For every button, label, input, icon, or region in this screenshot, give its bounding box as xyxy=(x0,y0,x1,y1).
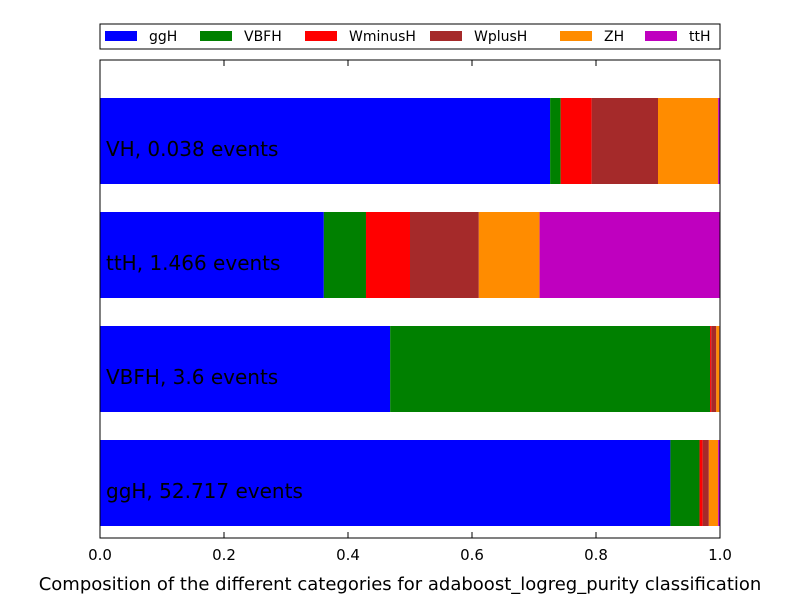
x-tick-label-0: 0.0 xyxy=(88,546,112,564)
category-label-0: ggH, 52.717 events xyxy=(106,479,303,503)
legend-label-tth: ttH xyxy=(689,29,711,45)
bar-wminush-2 xyxy=(365,212,410,298)
bar-wminush-0 xyxy=(699,440,703,526)
bar-ggh-3 xyxy=(100,98,551,184)
bar-wplush-0 xyxy=(702,440,709,526)
legend-swatch-tth xyxy=(645,31,677,41)
bar-vbfh-1 xyxy=(390,326,711,412)
category-label-3: VH, 0.038 events xyxy=(106,137,278,161)
legend-swatch-wplush xyxy=(430,31,462,41)
category-label-1: VBFH, 3.6 events xyxy=(106,365,278,389)
legend-swatch-ggh xyxy=(105,31,137,41)
bars-group xyxy=(100,98,720,526)
x-tick-label-2: 0.4 xyxy=(336,546,360,564)
bar-vbfh-3 xyxy=(550,98,561,184)
x-axis-label: Composition of the different categories … xyxy=(39,574,762,595)
x-tick-label-4: 0.8 xyxy=(584,546,608,564)
bar-ggh-0 xyxy=(100,440,671,526)
bar-wplush-2 xyxy=(410,212,479,298)
bar-vbfh-0 xyxy=(670,440,700,526)
legend: ggH VBFH WminusH WplusH ZH ttH xyxy=(99,23,721,50)
bar-ggh-1 xyxy=(100,326,391,412)
bar-zh-3 xyxy=(658,98,719,184)
category-labels-group: ggH, 52.717 events VBFH, 3.6 events ttH, 1… xyxy=(106,137,303,503)
bar-wminush-3 xyxy=(560,98,592,184)
legend-label-vbfh: VBFH xyxy=(244,29,282,45)
category-label-2: ttH, 1.466 events xyxy=(106,251,280,275)
bar-vbfh-2 xyxy=(323,212,366,298)
bar-zh-0 xyxy=(708,440,719,526)
bar-zh-1 xyxy=(716,326,720,412)
legend-label-wminush: WminusH xyxy=(349,29,416,45)
legend-label-ggh: ggH xyxy=(149,29,177,45)
x-tick-label-3: 0.6 xyxy=(460,546,484,564)
bar-zh-2 xyxy=(478,212,540,298)
bar-ggh-2 xyxy=(100,212,324,298)
x-axis-ticks-group: 0.0 0.2 0.4 0.6 0.8 1.0 xyxy=(88,60,732,564)
bar-wminush-1 xyxy=(710,326,712,412)
x-tick-label-5: 1.0 xyxy=(708,546,732,564)
bar-wplush-3 xyxy=(591,98,658,184)
legend-frame xyxy=(99,23,721,50)
legend-swatch-zh xyxy=(560,31,592,41)
legend-swatch-vbfh xyxy=(200,31,232,41)
plot-frame xyxy=(99,59,721,539)
legend-label-zh: ZH xyxy=(604,29,624,45)
bar-tth-3 xyxy=(718,98,720,184)
bar-tth-0 xyxy=(718,440,720,526)
bar-tth-2 xyxy=(539,212,720,298)
legend-swatch-wminush xyxy=(305,31,337,41)
x-tick-label-1: 0.2 xyxy=(212,546,236,564)
bar-wplush-1 xyxy=(711,326,717,412)
legend-label-wplush: WplusH xyxy=(474,29,527,45)
